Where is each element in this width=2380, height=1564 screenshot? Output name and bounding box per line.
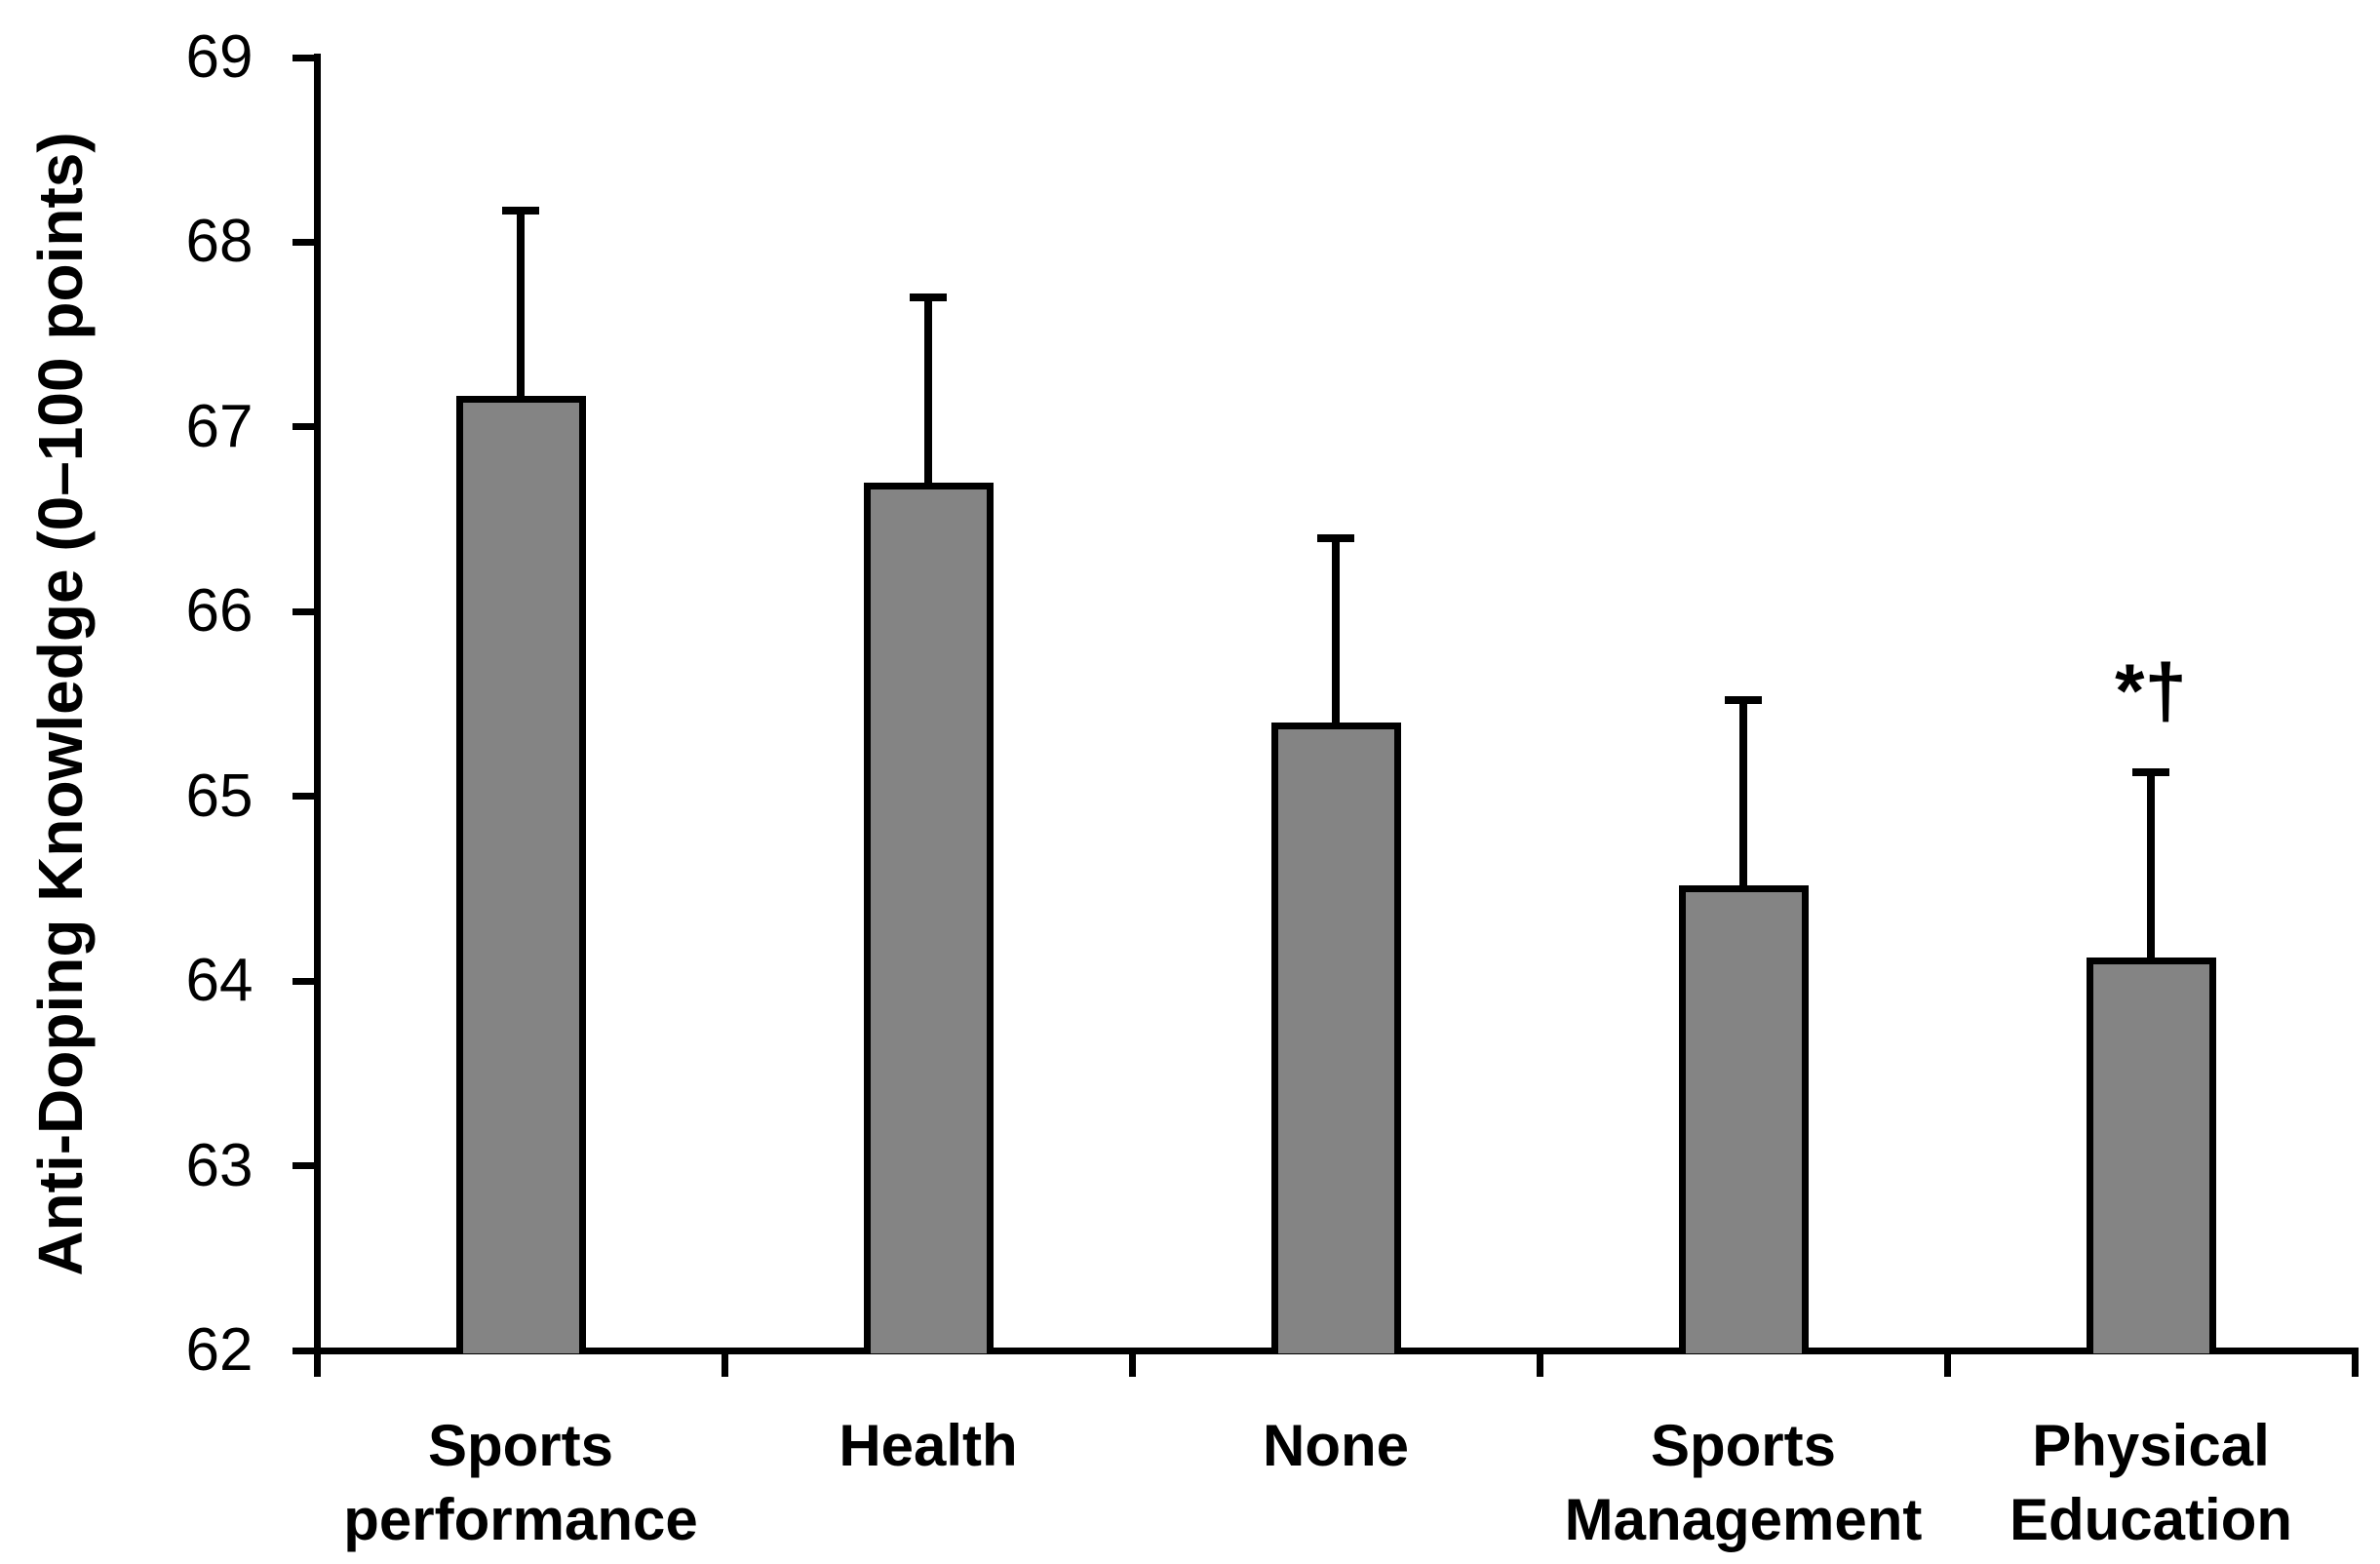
y-tick [292,423,314,431]
y-tick-label: 62 [185,1316,254,1384]
y-tick-label: 69 [185,23,254,91]
y-tick-label: 63 [185,1131,254,1199]
y-tick-label: 66 [185,577,254,645]
y-tick [292,607,314,615]
x-tick [721,1353,728,1377]
y-tick [292,977,314,985]
error-bar-cap [502,207,539,215]
x-category-label: Sports performance [343,1413,698,1552]
y-tick [292,793,314,801]
bar [1270,722,1401,1354]
y-axis-title: Anti-Doping Knowledge (0–100 points) [25,132,96,1276]
x-tick [1943,1353,1951,1377]
y-tick-label: 65 [185,762,254,830]
x-category-label: None [1263,1413,1409,1478]
bar [455,395,586,1354]
error-bar-stem [924,297,932,483]
x-tick [313,1353,321,1377]
x-category-label: Physical Education [2009,1413,2292,1552]
x-tick [1128,1353,1136,1377]
bar [1678,884,1809,1354]
y-tick [292,238,314,246]
error-bar-stem [1739,700,1747,885]
x-category-label: Sports Management [1564,1413,1923,1552]
error-bar-stem [517,211,525,396]
x-tick [1536,1353,1543,1377]
y-tick [292,1347,314,1354]
x-category-label: Health [839,1413,1018,1478]
error-bar-cap [1317,533,1354,542]
y-tick-label: 67 [185,392,254,460]
y-tick [292,1162,314,1170]
bar [863,482,994,1354]
x-tick [2351,1353,2359,1377]
bar [2086,957,2216,1354]
y-axis-line [313,54,321,1354]
significance-annotation: *† [2115,647,2187,734]
y-tick [292,54,314,61]
y-tick-label: 64 [185,947,254,1015]
error-bar-cap [2132,768,2169,777]
error-bar-cap [1725,696,1762,705]
error-bar-stem [1332,537,1340,723]
error-bar-cap [910,293,947,302]
y-tick-label: 68 [185,208,254,276]
error-bar-stem [2147,772,2155,958]
